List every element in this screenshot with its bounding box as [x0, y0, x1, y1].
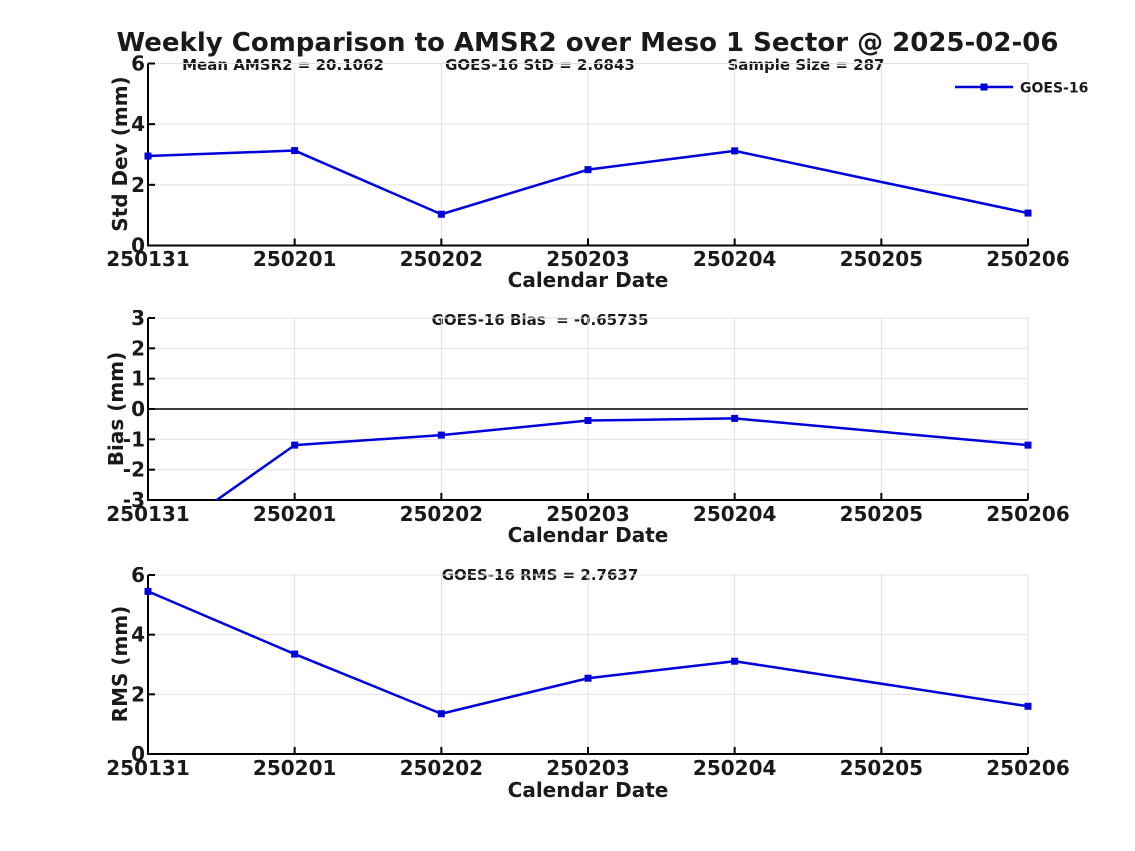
series-marker-icon — [144, 587, 152, 595]
y-tick-label: 4 — [131, 112, 145, 136]
x-tick-label: 250206 — [986, 502, 1070, 526]
plot-std-dev: 250131 250201 250202 250203 250204 250205 2502… — [106, 55, 1088, 271]
x-tick-label: 250204 — [693, 756, 777, 780]
series-marker-icon — [731, 657, 739, 665]
y-tick-label: -2 — [123, 458, 145, 482]
x-tick-label: 250131 — [106, 502, 190, 526]
x-tick-label: 250131 — [106, 756, 190, 780]
series-line — [147, 149, 1029, 216]
series-line — [214, 417, 1029, 500]
annotation-goes16-std: GOES-16 StD = 2.6843 — [445, 56, 635, 74]
y-tick-label: 2 — [131, 336, 145, 360]
x-tick-label: 250131 — [106, 247, 190, 271]
x-tick-label: 250203 — [546, 756, 630, 780]
x-tick-label: 250204 — [693, 247, 777, 271]
series-marker-icon — [731, 414, 739, 422]
x-tick-label: 250201 — [253, 502, 337, 526]
x-axis-label-rms: Calendar Date — [507, 778, 669, 802]
data-series — [144, 147, 1032, 218]
x-tick-label: 250206 — [986, 756, 1070, 780]
annotation-sample-size: Sample Size = 287 — [727, 56, 885, 74]
x-tick-label: 250204 — [693, 502, 777, 526]
series-marker-icon — [1024, 441, 1032, 449]
y-tick-label: 4 — [131, 623, 145, 647]
x-tick-label: 250203 — [546, 247, 630, 271]
x-axis-label-std-dev: Calendar Date — [507, 268, 669, 292]
x-tick-label: 250203 — [546, 502, 630, 526]
x-tick-label: 250202 — [400, 756, 484, 780]
series-marker-icon — [584, 166, 592, 174]
y-tick-label: -1 — [123, 427, 145, 451]
data-series — [144, 587, 1032, 718]
chart-title: Weekly Comparison to AMSR2 over Meso 1 S… — [116, 28, 1059, 58]
y-tick-label: 6 — [131, 55, 145, 76]
x-tick-label: 250201 — [253, 247, 337, 271]
x-tick-label: 250205 — [840, 502, 924, 526]
y-tick-label: 6 — [131, 567, 145, 587]
y-tick-label: 0 — [131, 234, 145, 258]
y-tick-label: 0 — [131, 397, 145, 421]
x-tick-label: 250205 — [840, 756, 924, 780]
series-line — [147, 590, 1029, 715]
x-tick-label: 250202 — [400, 247, 484, 271]
series-marker-icon — [437, 710, 445, 718]
data-series — [214, 414, 1032, 500]
series-marker-icon — [437, 431, 445, 439]
y-tick-label: -3 — [123, 488, 145, 512]
annotation-goes16-bias: GOES-16 Bias = -0.65735 — [431, 311, 649, 329]
series-marker-icon — [584, 417, 592, 425]
series-marker-icon — [1024, 702, 1032, 710]
annotation-goes16-rms: GOES-16 RMS = 2.7637 — [441, 566, 639, 584]
y-tick-label: 3 — [131, 310, 145, 330]
series-marker-icon — [291, 650, 299, 658]
series-marker-icon — [584, 674, 592, 682]
annotation-mean-amsr2: Mean AMSR2 = 20.1062 — [182, 56, 384, 74]
x-tick-label: 250206 — [986, 247, 1070, 271]
series-marker-icon — [731, 147, 739, 155]
series-marker-icon — [144, 152, 152, 160]
series-marker-icon — [1024, 209, 1032, 217]
x-tick-label: 250201 — [253, 756, 337, 780]
plot-rms: 250131 250201 250202 250203 250204 250205 2502… — [106, 567, 1070, 780]
y-tick-label: 2 — [131, 682, 145, 706]
legend-label: GOES-16 — [1020, 81, 1088, 97]
series-marker-icon — [437, 210, 445, 218]
legend-marker-icon — [980, 83, 988, 91]
plot-bias: 250131 250201 250202 250203 250204 250205 2502… — [106, 310, 1070, 526]
y-tick-label: 2 — [131, 173, 145, 197]
y-tick-label: 1 — [131, 367, 145, 391]
x-tick-label: 250202 — [400, 502, 484, 526]
x-tick-label: 250205 — [840, 247, 924, 271]
series-marker-icon — [291, 147, 299, 155]
y-tick-label: 0 — [131, 742, 145, 766]
series-marker-icon — [291, 441, 299, 449]
x-axis-label-bias: Calendar Date — [507, 523, 669, 547]
